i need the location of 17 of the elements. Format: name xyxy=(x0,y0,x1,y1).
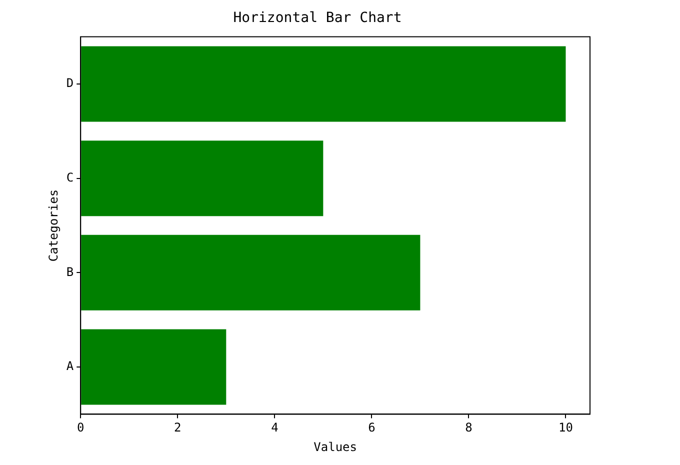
bar xyxy=(81,140,324,216)
x-tick-label: 2 xyxy=(174,420,182,435)
y-tick-label: A xyxy=(66,359,74,374)
x-tick-label: 0 xyxy=(77,420,84,435)
bar xyxy=(81,234,420,310)
y-tick-label: B xyxy=(66,264,74,279)
x-tick-label: 8 xyxy=(465,420,472,435)
chart-title: Horizontal Bar Chart xyxy=(233,10,402,26)
bar xyxy=(81,329,226,405)
y-axis-title: Categories xyxy=(46,189,60,262)
y-tick-label: C xyxy=(66,170,74,184)
x-tick-label: 6 xyxy=(368,420,376,435)
x-axis-title: Values xyxy=(314,440,357,454)
x-tick-label: 10 xyxy=(558,420,573,435)
bar xyxy=(81,46,566,122)
y-tick-label: D xyxy=(66,76,74,90)
x-tick-label: 4 xyxy=(271,420,278,435)
